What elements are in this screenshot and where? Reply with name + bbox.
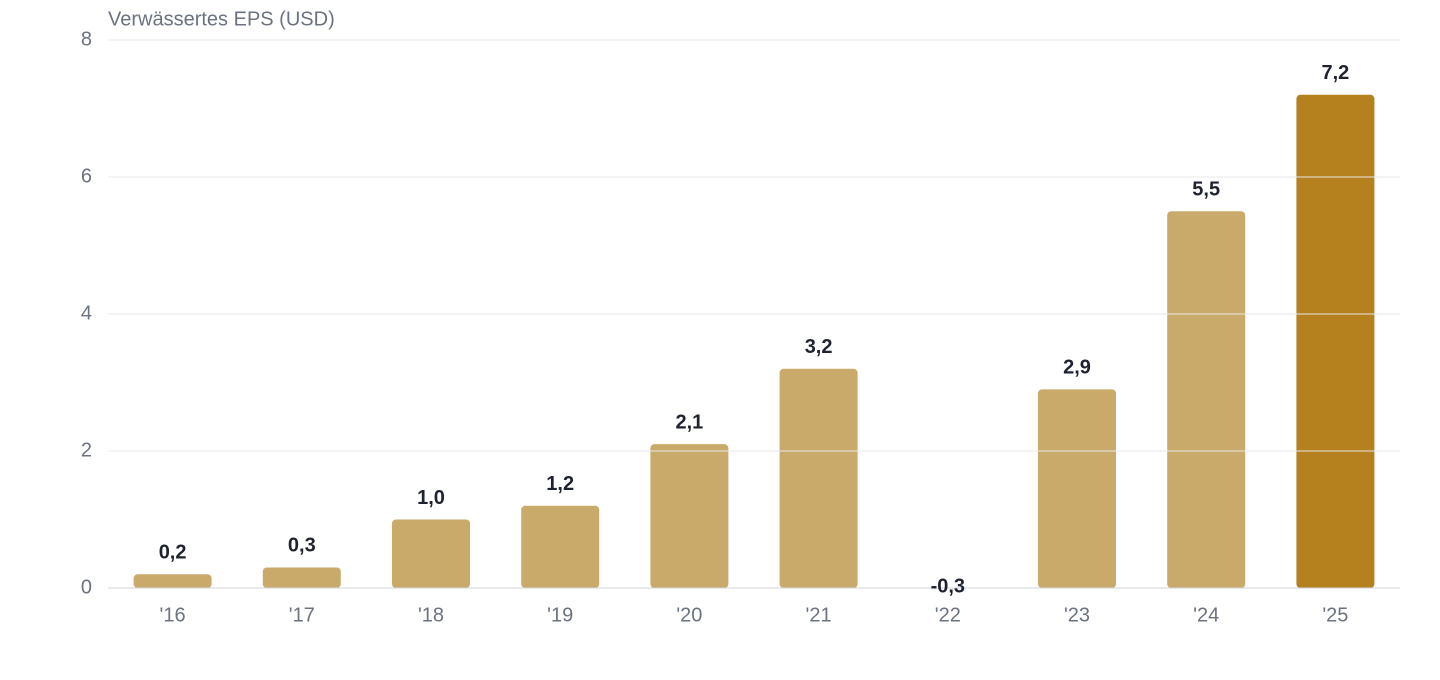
bar	[133, 574, 212, 588]
y-tick-label: 4	[81, 302, 92, 324]
y-tick-label: 2	[81, 439, 92, 461]
x-tick-label: '18	[418, 604, 444, 626]
bars	[133, 94, 1375, 588]
bar	[1038, 389, 1116, 588]
bar	[262, 567, 341, 588]
value-label: 2,1	[675, 411, 703, 433]
y-tick-label: 0	[81, 576, 92, 598]
y-tick-label: 6	[81, 165, 92, 187]
x-tick-label: '19	[547, 604, 573, 626]
value-label: -0,3	[931, 575, 965, 597]
x-tick-label: '24	[1193, 604, 1219, 626]
value-label: 1,2	[546, 473, 574, 495]
y-tick-label: 8	[81, 28, 92, 50]
x-tick-label: '20	[676, 604, 702, 626]
chart-title: Verwässertes EPS (USD)	[108, 8, 335, 30]
value-label: 1,0	[417, 487, 445, 509]
value-label: 3,2	[805, 336, 833, 358]
value-label: 5,5	[1192, 179, 1220, 201]
value-label: 0,3	[288, 535, 316, 557]
bar	[521, 505, 600, 588]
x-tick-label: '21	[806, 604, 832, 626]
bar	[1167, 211, 1246, 588]
value-label: 7,2	[1321, 62, 1349, 84]
bar	[650, 444, 729, 588]
x-tick-label: '25	[1322, 604, 1348, 626]
bar	[779, 368, 858, 588]
bar	[1296, 94, 1375, 588]
x-tick-label: '22	[935, 604, 961, 626]
x-tick-label: '16	[160, 604, 186, 626]
x-tick-label: '17	[289, 604, 315, 626]
value-label: 0,2	[159, 542, 187, 564]
value-label: 2,9	[1063, 357, 1091, 379]
bar	[392, 519, 470, 588]
x-tick-label: '23	[1064, 604, 1090, 626]
